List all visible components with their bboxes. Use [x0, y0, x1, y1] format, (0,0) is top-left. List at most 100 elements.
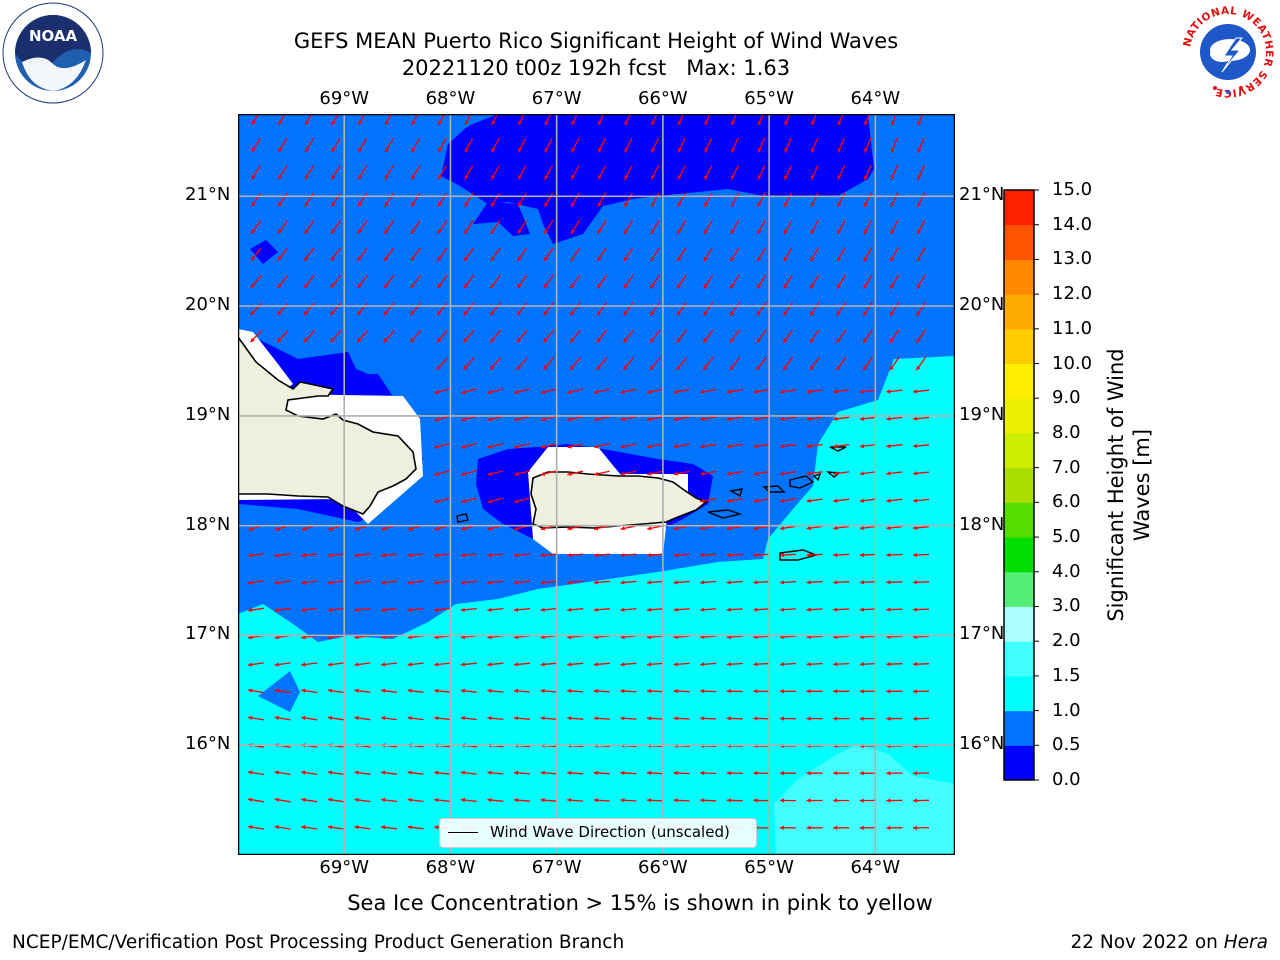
wind-arrow-head	[913, 498, 918, 503]
wind-arrow-head	[753, 689, 758, 694]
wind-arrow-head	[597, 311, 602, 316]
wind-arrow-head	[886, 580, 891, 585]
wind-arrow-head	[434, 770, 439, 775]
wind-arrow-head	[410, 338, 415, 343]
wind-arrow-head	[780, 798, 784, 803]
wind-arrow-head	[913, 580, 917, 585]
wind-arrow-head	[673, 770, 678, 776]
wind-arrow-head	[676, 338, 681, 343]
wind-arrow-head	[593, 553, 598, 558]
wind-arrow-head	[623, 283, 628, 289]
wind-arrow-head	[757, 202, 762, 207]
wind-arrow-head	[886, 798, 891, 803]
colorbar-segment	[1004, 432, 1034, 469]
wind-arrow-head	[330, 283, 335, 288]
wind-arrow-head	[540, 770, 545, 775]
wind-arrow-head	[460, 770, 465, 775]
wind-arrow-head	[704, 120, 709, 126]
wind-arrow-head	[594, 389, 599, 394]
wind-arrow-head	[647, 716, 652, 721]
wind-arrow-head	[464, 256, 469, 261]
wind-arrow-head	[301, 715, 306, 721]
wind-arrow-head	[593, 662, 598, 667]
legend-line-swatch	[448, 832, 478, 833]
wind-arrow-head	[274, 825, 279, 830]
wind-arrow-head	[464, 283, 469, 289]
wind-arrow-head	[859, 443, 864, 449]
wind-arrow-head	[301, 797, 306, 802]
wind-arrow-head	[384, 202, 389, 207]
wind-arrow-head	[437, 338, 442, 343]
wind-arrow-head	[491, 120, 496, 126]
colorbar-tick-label: 0.0	[1052, 769, 1081, 790]
wind-arrow-head	[434, 526, 439, 531]
wind-arrow-head	[677, 311, 681, 316]
wind-arrow-head	[490, 311, 495, 316]
wind-arrow-head	[381, 825, 386, 830]
wind-arrow-head	[673, 607, 678, 612]
wind-arrow-head	[277, 283, 282, 288]
wind-arrow-head	[859, 580, 864, 585]
wind-arrow-head	[810, 284, 815, 289]
wind-arrow-head	[597, 202, 602, 207]
wind-arrow-head	[304, 174, 309, 180]
wind-arrow-head	[487, 662, 492, 667]
wind-arrow-head	[886, 443, 891, 449]
wind-arrow-head	[886, 607, 891, 612]
wind-arrow-head	[461, 417, 466, 422]
wind-arrow-head	[753, 498, 758, 503]
wind-arrow-head	[407, 825, 412, 830]
land-vieques	[707, 509, 743, 519]
wind-arrow-head	[753, 662, 758, 667]
wind-arrow-head	[806, 662, 811, 667]
wind-arrow-head	[783, 338, 788, 343]
wind-arrow-head	[863, 257, 868, 262]
wind-arrow-head	[726, 552, 731, 558]
wind-arrow-head	[647, 770, 652, 776]
wind-arrow-head	[434, 580, 439, 585]
wind-arrow-head	[327, 662, 333, 667]
wind-arrow-head	[673, 689, 678, 694]
wind-arrow-head	[543, 365, 548, 370]
wind-arrow-head	[598, 175, 602, 180]
wind-arrow-head	[913, 416, 918, 421]
wind-arrow-head	[806, 416, 811, 421]
wind-arrow-head	[354, 607, 359, 612]
wind-arrow-head	[460, 607, 465, 612]
wind-arrow-head	[917, 175, 922, 180]
wind-arrow-head	[567, 553, 572, 558]
wind-arrow-head	[327, 770, 333, 775]
wind-arrow-head	[434, 716, 439, 721]
wind-arrow-head	[434, 471, 439, 477]
wind-arrow-head	[331, 120, 336, 125]
wind-arrow-head	[726, 770, 731, 776]
wind-arrow-head	[859, 825, 864, 830]
wind-arrow-head	[410, 310, 415, 316]
wind-arrow-head	[514, 580, 519, 585]
wind-arrow-head	[434, 825, 439, 830]
wind-arrow-head	[248, 607, 253, 613]
colorbar-segment	[1004, 606, 1034, 642]
colorbar-segment	[1004, 259, 1034, 295]
wind-arrow-head	[490, 256, 495, 262]
wind-arrow-head	[567, 770, 572, 775]
chart-title: GEFS MEAN Puerto Rico Significant Height…	[293, 29, 899, 53]
wind-arrow-head	[490, 283, 495, 289]
wind-arrow-head	[677, 229, 682, 235]
wind-arrow-head	[889, 365, 894, 371]
wind-arrow-head	[620, 389, 625, 394]
wind-arrow-head	[381, 770, 386, 775]
wind-arrow-head	[647, 526, 652, 531]
colorbar-tick-label: 10.0	[1052, 352, 1093, 374]
wind-arrow-head	[784, 148, 789, 153]
wind-arrow-head	[678, 120, 682, 126]
wind-arrow-head	[620, 607, 625, 612]
nws-logo-icon: NATIONAL WEATHER SERVICE	[1180, 4, 1276, 100]
wind-arrow-head	[304, 310, 309, 316]
wind-arrow-head	[250, 310, 255, 316]
wind-arrow-head	[301, 770, 306, 775]
wave-height-map	[238, 114, 955, 855]
wind-arrow-head	[890, 284, 895, 289]
wind-arrow-head	[327, 715, 333, 721]
wind-arrow-head	[544, 256, 549, 262]
